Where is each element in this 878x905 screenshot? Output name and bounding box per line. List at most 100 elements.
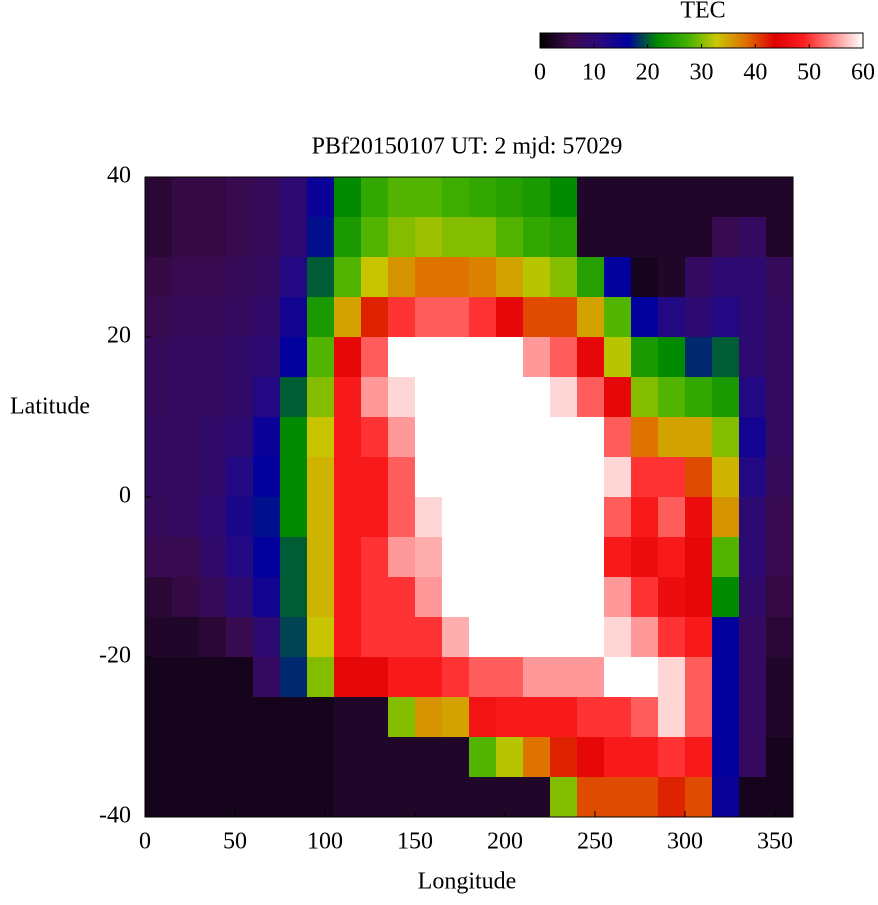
heatmap-cell [523,417,551,458]
heatmap-cell [307,377,335,418]
heatmap-cell [685,537,713,578]
heatmap-cell [469,497,497,538]
heatmap-cell [631,617,659,658]
heatmap-cell [361,657,389,698]
heatmap-cell [280,617,308,658]
heatmap-cell [550,257,578,298]
heatmap-cell [280,737,308,778]
heatmap-cell [388,697,416,738]
heatmap-cell [388,417,416,458]
heatmap-cell [442,297,470,338]
heatmap-cell [631,257,659,298]
heatmap-cell [361,697,389,738]
heatmap-cell [253,337,281,378]
heatmap-cell [685,657,713,698]
heatmap-cell [766,657,794,698]
heatmap-cell [172,337,200,378]
heatmap-cell [361,617,389,658]
heatmap-cell [280,217,308,258]
heatmap-cell [226,177,254,218]
heatmap-cell [496,777,524,818]
heatmap-cell [145,177,173,218]
heatmap-cell [739,537,767,578]
heatmap-cell [415,777,443,818]
heatmap-cell [523,777,551,818]
heatmap-cell [442,377,470,418]
heatmap-cell [172,657,200,698]
heatmap-cell [712,737,740,778]
heatmap-cell [631,497,659,538]
heatmap-cell [280,697,308,738]
heatmap-cell [469,417,497,458]
heatmap-cell [442,457,470,498]
heatmap-cell [577,577,605,618]
heatmap-cell [388,577,416,618]
heatmap-cell [226,737,254,778]
heatmap-cell [496,697,524,738]
heatmap-cell [334,217,362,258]
heatmap-cell [415,337,443,378]
heatmap-cell [253,177,281,218]
heatmap-cell [280,577,308,618]
heatmap-cell [172,777,200,818]
heatmap-cell [361,737,389,778]
heatmap-cell [145,457,173,498]
heatmap-cell [280,297,308,338]
heatmap-cell [145,777,173,818]
heatmap-cell [199,777,227,818]
heatmap-cell [469,457,497,498]
heatmap-cell [307,417,335,458]
heatmap-cell [307,577,335,618]
heatmap-cell [766,737,794,778]
heatmap-cell [550,617,578,658]
heatmap-cell [658,337,686,378]
heatmap-cell [280,337,308,378]
heatmap-cell [739,297,767,338]
heatmap-cell [577,417,605,458]
heatmap-cell [550,537,578,578]
heatmap-cell [658,457,686,498]
heatmap-cell [253,577,281,618]
heatmap-cell [766,457,794,498]
heatmap-cell [415,577,443,618]
heatmap-cell [388,337,416,378]
heatmap-cell [226,297,254,338]
heatmap-cell [388,737,416,778]
heatmap-cell [361,257,389,298]
heatmap-cell [415,377,443,418]
heatmap-cell [739,457,767,498]
heatmap-cell [388,377,416,418]
heatmap-cell [145,657,173,698]
heatmap-cell [685,697,713,738]
heatmap-cell [550,777,578,818]
heatmap-cell [442,617,470,658]
heatmap-cell [280,177,308,218]
heatmap-cell [469,737,497,778]
heatmap-cell [145,497,173,538]
heatmap-cell [604,777,632,818]
x-tick-label: 300 [667,829,703,855]
heatmap-cell [172,177,200,218]
heatmap-cell [199,537,227,578]
heatmap-cell [523,377,551,418]
heatmap-cell [307,457,335,498]
heatmap-cell [577,217,605,258]
heatmap-cell [712,617,740,658]
heatmap-cell [631,537,659,578]
heatmap-cell [685,577,713,618]
heatmap-cell [361,777,389,818]
heatmap-cell [307,737,335,778]
heatmap-cell [523,497,551,538]
heatmap-cell [253,217,281,258]
heatmap-cell [766,497,794,538]
heatmap-cell [361,297,389,338]
heatmap-cell [739,577,767,618]
heatmap-cell [253,697,281,738]
heatmap-cell [631,737,659,778]
heatmap-cell [307,617,335,658]
heatmap-cell [415,657,443,698]
heatmap-cell [388,617,416,658]
x-tick-label: 350 [757,829,793,855]
heatmap-cell [577,497,605,538]
heatmap-cell [631,697,659,738]
